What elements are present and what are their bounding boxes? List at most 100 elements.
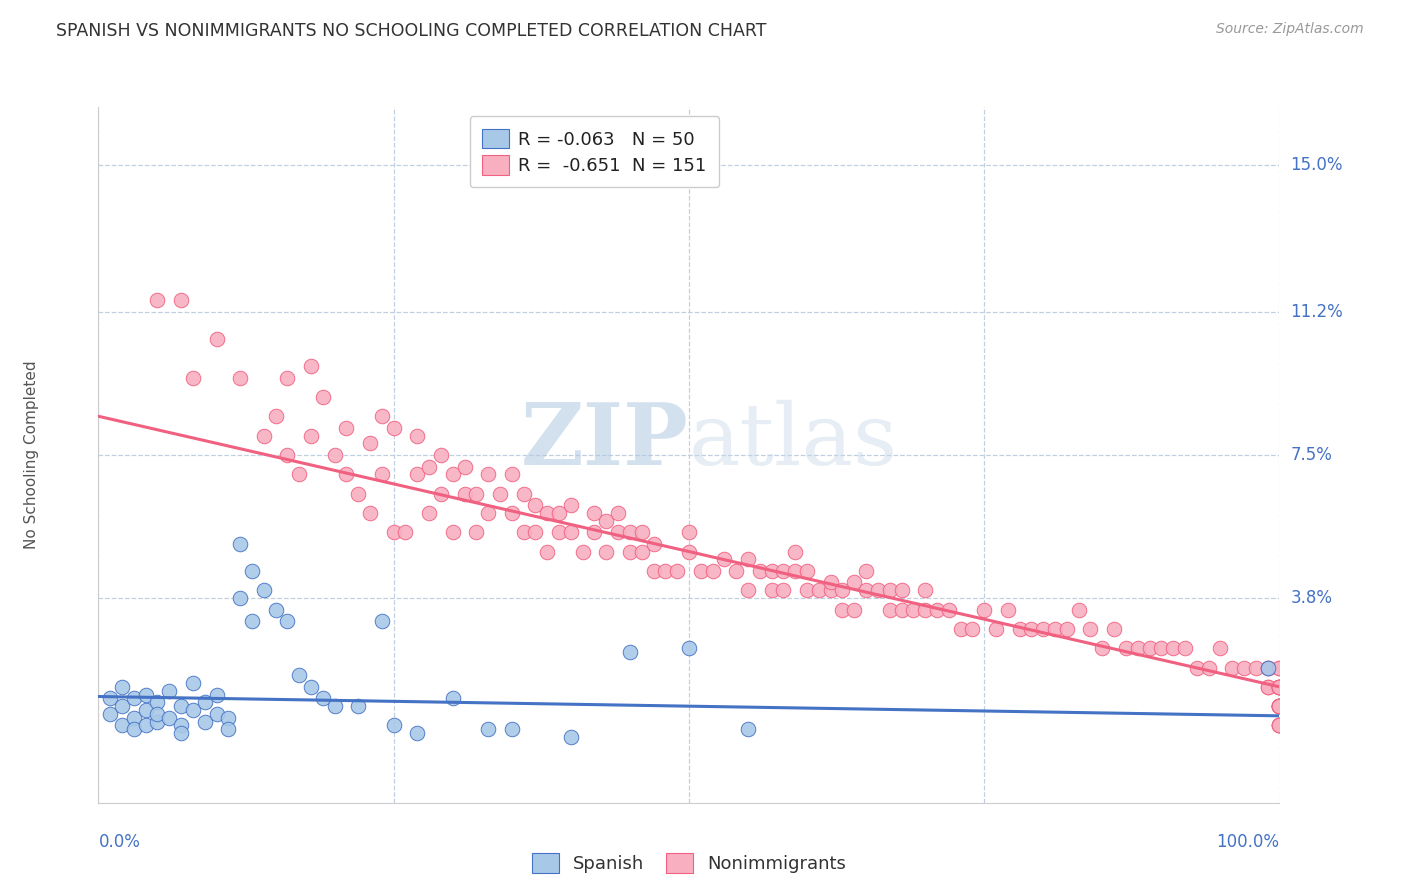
Point [111, 699, 134, 714]
Point [465, 525, 488, 540]
Text: ZIP: ZIP [522, 399, 689, 483]
Point [666, 564, 689, 578]
Point [1056, 622, 1078, 636]
Text: 0.0%: 0.0% [98, 833, 141, 851]
Point [299, 359, 322, 373]
Point [1257, 680, 1279, 694]
Text: Source: ZipAtlas.com: Source: ZipAtlas.com [1216, 22, 1364, 37]
Point [1268, 699, 1291, 714]
Point [1067, 602, 1090, 616]
Point [98, 691, 121, 706]
Point [1008, 622, 1031, 636]
Point [807, 583, 830, 598]
Point [1268, 699, 1291, 714]
Point [240, 564, 263, 578]
Point [678, 544, 700, 558]
Point [548, 525, 571, 540]
Point [1115, 641, 1137, 656]
Point [619, 544, 641, 558]
Point [595, 544, 617, 558]
Point [1139, 641, 1161, 656]
Point [347, 699, 370, 714]
Point [619, 645, 641, 659]
Point [430, 448, 453, 462]
Point [477, 723, 499, 737]
Point [157, 711, 180, 725]
Point [430, 486, 453, 500]
Point [689, 564, 711, 578]
Point [501, 506, 523, 520]
Point [312, 691, 335, 706]
Point [1091, 641, 1114, 656]
Point [441, 467, 464, 482]
Point [583, 525, 606, 540]
Point [1198, 660, 1220, 674]
Point [725, 564, 748, 578]
Point [170, 718, 193, 732]
Point [796, 583, 818, 598]
Point [371, 409, 394, 424]
Point [737, 583, 759, 598]
Point [501, 723, 523, 737]
Point [181, 370, 204, 384]
Point [512, 486, 534, 500]
Point [181, 676, 204, 690]
Point [820, 575, 842, 590]
Point [312, 390, 335, 404]
Point [98, 706, 121, 721]
Point [973, 602, 995, 616]
Point [501, 467, 523, 482]
Point [524, 498, 547, 512]
Point [678, 641, 700, 656]
Point [702, 564, 724, 578]
Point [1102, 622, 1125, 636]
Point [111, 718, 134, 732]
Point [194, 695, 217, 709]
Point [406, 467, 429, 482]
Point [382, 718, 405, 732]
Point [299, 680, 322, 694]
Text: 15.0%: 15.0% [1291, 156, 1343, 174]
Point [831, 583, 853, 598]
Point [1080, 622, 1102, 636]
Point [844, 575, 866, 590]
Point [323, 699, 346, 714]
Point [536, 544, 558, 558]
Point [1043, 622, 1066, 636]
Point [748, 564, 770, 578]
Point [962, 622, 984, 636]
Point [1268, 680, 1291, 694]
Text: 100.0%: 100.0% [1216, 833, 1279, 851]
Point [1268, 699, 1291, 714]
Legend: Spanish, Nonimmigrants: Spanish, Nonimmigrants [520, 843, 858, 884]
Point [477, 467, 499, 482]
Point [170, 699, 193, 714]
Point [146, 695, 169, 709]
Point [288, 668, 311, 682]
Point [890, 602, 912, 616]
Point [984, 622, 1007, 636]
Point [240, 614, 263, 628]
Point [903, 602, 925, 616]
Point [820, 583, 842, 598]
Point [914, 583, 936, 598]
Point [879, 583, 901, 598]
Point [583, 506, 606, 520]
Point [925, 602, 948, 616]
Point [229, 537, 252, 551]
Point [772, 583, 794, 598]
Point [1209, 641, 1232, 656]
Point [1268, 699, 1291, 714]
Point [1268, 680, 1291, 694]
Point [146, 714, 169, 729]
Point [323, 448, 346, 462]
Point [477, 506, 499, 520]
Point [441, 691, 464, 706]
Point [1268, 718, 1291, 732]
Point [465, 486, 488, 500]
Point [418, 459, 440, 474]
Point [264, 602, 287, 616]
Text: 11.2%: 11.2% [1291, 303, 1343, 321]
Point [855, 583, 877, 598]
Point [536, 506, 558, 520]
